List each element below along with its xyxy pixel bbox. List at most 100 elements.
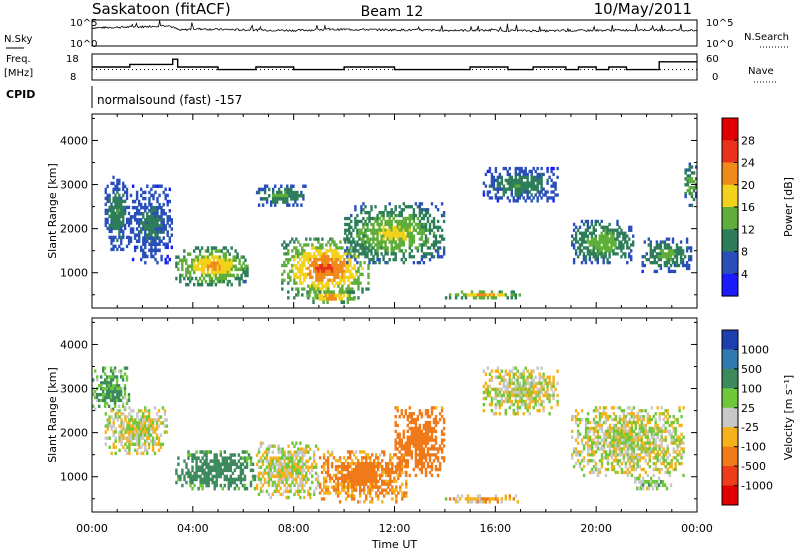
velocity-panel-cell-5 [394, 465, 397, 469]
velocity-panel-cell-3 [267, 471, 271, 475]
velocity-panel-cell-4 [336, 491, 340, 495]
velocity-panel-cell-2 [225, 465, 228, 469]
velocity-panel-cell-3 [297, 465, 300, 469]
velocity-panel-cell-5 [434, 435, 438, 439]
velocity-panel-cell-2 [203, 480, 206, 485]
velocity-panel-cell-2 [193, 474, 196, 479]
velocity-panel-cell-2 [191, 453, 194, 457]
power-panel-cell-4 [301, 269, 304, 274]
power-panel-cell-8 [524, 187, 527, 191]
power-panel-cell-2 [204, 264, 208, 269]
velocity-panel-cell-3 [265, 480, 269, 485]
velocity-panel-cell-4 [351, 479, 354, 483]
velocity-panel-cell-2 [223, 483, 226, 488]
power-panel-cell-4 [307, 261, 310, 265]
power-panel-cell-2 [191, 261, 194, 265]
velocity-panel-cell-8 [588, 435, 592, 439]
power-panel-cell-1 [148, 215, 151, 219]
velocity-panel-cell-3 [271, 492, 274, 497]
velocity-panel-cell-1 [132, 442, 135, 446]
velocity-panel-cell-1 [110, 424, 113, 428]
power-panel-cell-6 [394, 219, 397, 224]
power-panel-cell-0 [110, 205, 113, 210]
velocity-panel-cell-7 [530, 375, 533, 379]
power-panel-cell-3 [280, 197, 283, 201]
power-panel-cell-11 [688, 162, 692, 166]
power-panel-cell-10 [685, 246, 689, 250]
velocity-panel-cell-4 [385, 488, 388, 492]
velocity-panel-cell-7 [496, 366, 500, 370]
velocity-panel-cell-8 [596, 423, 600, 428]
velocity-panel-cell-4 [361, 459, 364, 463]
velocity-panel-cell-3 [255, 486, 259, 491]
velocity-panel-cell-3 [279, 456, 282, 460]
power-panel-cell-0 [118, 226, 121, 231]
velocity-panel-cell-3 [277, 480, 280, 485]
power-panel-cell-10 [649, 240, 652, 244]
velocity-panel-cell-8 [610, 438, 614, 442]
velocity-panel-cell-7 [504, 387, 507, 392]
velocity-panel-cell-0 [105, 387, 109, 391]
power-panel-cell-8 [522, 181, 525, 185]
velocity-panel-cell-3 [259, 480, 263, 485]
power-panel-cell-4 [349, 269, 352, 274]
velocity-panel-cell-1 [120, 424, 123, 428]
velocity-panel-cell-0 [96, 393, 99, 397]
velocity-panel-cell-8 [602, 406, 606, 410]
velocity-panel-cell-4 [363, 462, 366, 466]
velocity-panel-cell-2 [233, 486, 237, 491]
power-panel-cell-2 [206, 246, 210, 250]
velocity-panel-cell-7 [520, 387, 523, 392]
power-panel-cell-10 [665, 258, 669, 262]
velocity-panel-cell-0 [123, 390, 127, 394]
velocity-panel-cell-8 [608, 453, 612, 457]
velocity-panel-cell-8 [604, 417, 608, 422]
power-panel-cell-7 [510, 296, 513, 300]
power-panel-cell-10 [669, 246, 673, 250]
velocity-panel-cell-5 [394, 441, 397, 445]
velocity-panel-cell-5 [420, 470, 424, 475]
power-panel-cell-8 [518, 178, 521, 182]
velocity-panel-cell-7 [524, 366, 527, 370]
velocity-panel-cell-7 [520, 390, 523, 395]
velocity-panel-cell-4 [349, 485, 352, 489]
velocity-panel-cell-2 [207, 462, 210, 466]
power-panel-cell-0 [127, 220, 131, 225]
power-panel-cell-3 [257, 203, 261, 207]
velocity-panel-cell-1 [112, 424, 115, 428]
velocity-panel-cell-8 [620, 426, 624, 431]
power-panel-cell-2 [193, 267, 196, 272]
velocity-panel-cell-4 [357, 482, 360, 486]
velocity-panel-cell-3 [316, 447, 320, 451]
velocity-panel-cell-7 [550, 387, 553, 392]
power-panel-cell-6 [408, 240, 411, 244]
velocity-panel-cell-0 [92, 404, 95, 408]
power-panel-cell-1 [129, 239, 133, 243]
velocity-panel-cell-7 [490, 375, 494, 379]
power-panel-cell-4 [291, 249, 294, 253]
velocity-panel-cell-4 [361, 462, 364, 466]
power-panel-cell-9 [600, 231, 603, 235]
velocity-panel-cell-4 [330, 465, 334, 469]
power-panel-cell-8 [498, 187, 502, 191]
power-panel-cell-3 [282, 194, 285, 198]
power-panel-cell-10 [681, 252, 685, 256]
power-panel-cell-9 [598, 246, 601, 250]
power-panel-cell-1 [168, 187, 171, 192]
power-panel-cell-9 [604, 255, 607, 259]
velocity-panel-cell-1 [165, 418, 169, 422]
power-panel-cell-11 [694, 177, 698, 181]
velocity-panel-cell-3 [283, 462, 286, 466]
velocity-panel-cell-1 [136, 439, 139, 443]
power-panel-cell-10 [659, 249, 663, 253]
power-panel-cell-6 [386, 222, 389, 227]
power-panel-cell-6 [366, 246, 369, 250]
velocity-panel-cell-8 [600, 462, 604, 466]
power-panel-cell-1 [140, 257, 143, 262]
power-panel-cell-4 [307, 258, 310, 262]
power-panel-cell-9 [608, 252, 611, 256]
velocity-panel-cell-2 [179, 474, 182, 479]
velocity-panel-cell-5 [424, 470, 428, 475]
power-panel-cell-2 [224, 258, 227, 262]
velocity-panel-cell-1 [142, 442, 145, 446]
